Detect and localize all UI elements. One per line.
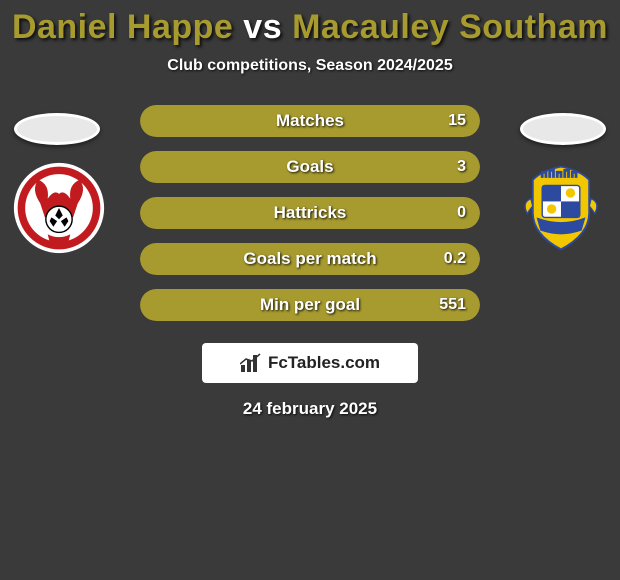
stat-label: Min per goal [140,289,480,321]
stat-label: Goals per match [140,243,480,275]
stat-value: 3 [457,151,466,183]
stat-bar-matches: Matches 15 [140,105,480,137]
vs-word: vs [243,8,282,46]
stat-value: 551 [439,289,466,321]
page-title: Daniel Happe vs Macauley Southam [0,0,620,47]
bar-chart-icon [240,353,262,373]
stat-bar-goals: Goals 3 [140,151,480,183]
stat-value: 0 [457,197,466,229]
stat-label: Matches [140,105,480,137]
date-text: 24 february 2025 [0,399,620,419]
player1-avatar-placeholder [14,113,100,145]
stat-bar-goals-per-match: Goals per match 0.2 [140,243,480,275]
subtitle: Club competitions, Season 2024/2025 [0,57,620,75]
club-crest-left [12,161,106,255]
stat-bars: Matches 15 Goals 3 Hattricks 0 Goals per… [140,105,480,321]
comparison-content: Matches 15 Goals 3 Hattricks 0 Goals per… [0,105,620,419]
stat-label: Hattricks [140,197,480,229]
player1-name: Daniel Happe [12,8,233,46]
stat-bar-min-per-goal: Min per goal 551 [140,289,480,321]
club-crest-right [514,161,608,255]
player2-name: Macauley Southam [292,8,608,46]
stat-value: 0.2 [444,243,466,275]
stat-label: Goals [140,151,480,183]
brand-badge[interactable]: FcTables.com [202,343,418,383]
player2-avatar-placeholder [520,113,606,145]
brand-text: FcTables.com [268,353,380,373]
stat-bar-hattricks: Hattricks 0 [140,197,480,229]
leyton-orient-crest-icon [12,161,106,255]
stat-value: 15 [448,105,466,137]
stockport-county-crest-icon [514,161,608,255]
